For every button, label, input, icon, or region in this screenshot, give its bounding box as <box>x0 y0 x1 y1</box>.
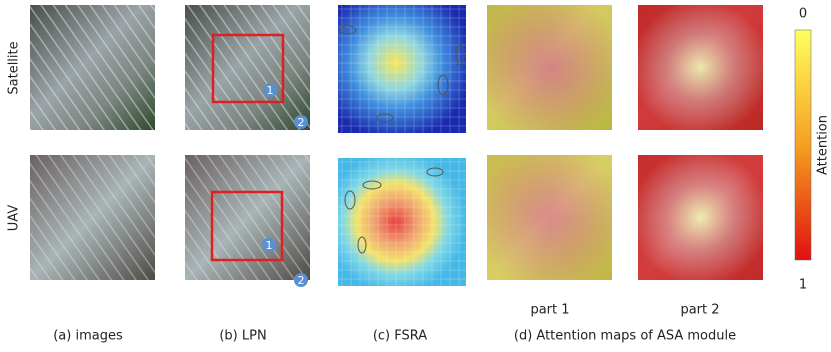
satellite-image <box>30 5 155 130</box>
part-label: part 1 <box>530 303 569 318</box>
caption: (c) FSRA <box>373 329 427 344</box>
badge: 2 <box>298 274 305 287</box>
caption: (d) Attention maps of ASA module <box>514 329 736 344</box>
uav-image <box>30 155 155 280</box>
colorbar-top: 0 <box>799 7 807 22</box>
row-label: Satellite <box>7 41 22 94</box>
row-label: UAV <box>7 205 22 232</box>
colorbar <box>794 29 812 261</box>
badge: 1 <box>267 84 274 97</box>
lpn-satellite: 1 2 <box>185 5 310 130</box>
attention-part1-uav <box>487 155 612 280</box>
attention-part2-satellite <box>638 5 763 130</box>
colorbar-title: Attention <box>816 115 831 175</box>
part-label: part 2 <box>680 303 719 318</box>
lpn-uav: 1 2 <box>185 155 310 287</box>
badge: 2 <box>298 116 305 129</box>
fsra-satellite <box>338 5 466 133</box>
colorbar-bottom: 1 <box>799 278 807 293</box>
attention-part1-satellite <box>487 5 612 130</box>
caption: (b) LPN <box>219 329 266 344</box>
badge: 1 <box>266 239 273 252</box>
caption: (a) images <box>53 329 123 344</box>
fsra-uav <box>338 158 466 286</box>
attention-part2-uav <box>638 155 763 280</box>
